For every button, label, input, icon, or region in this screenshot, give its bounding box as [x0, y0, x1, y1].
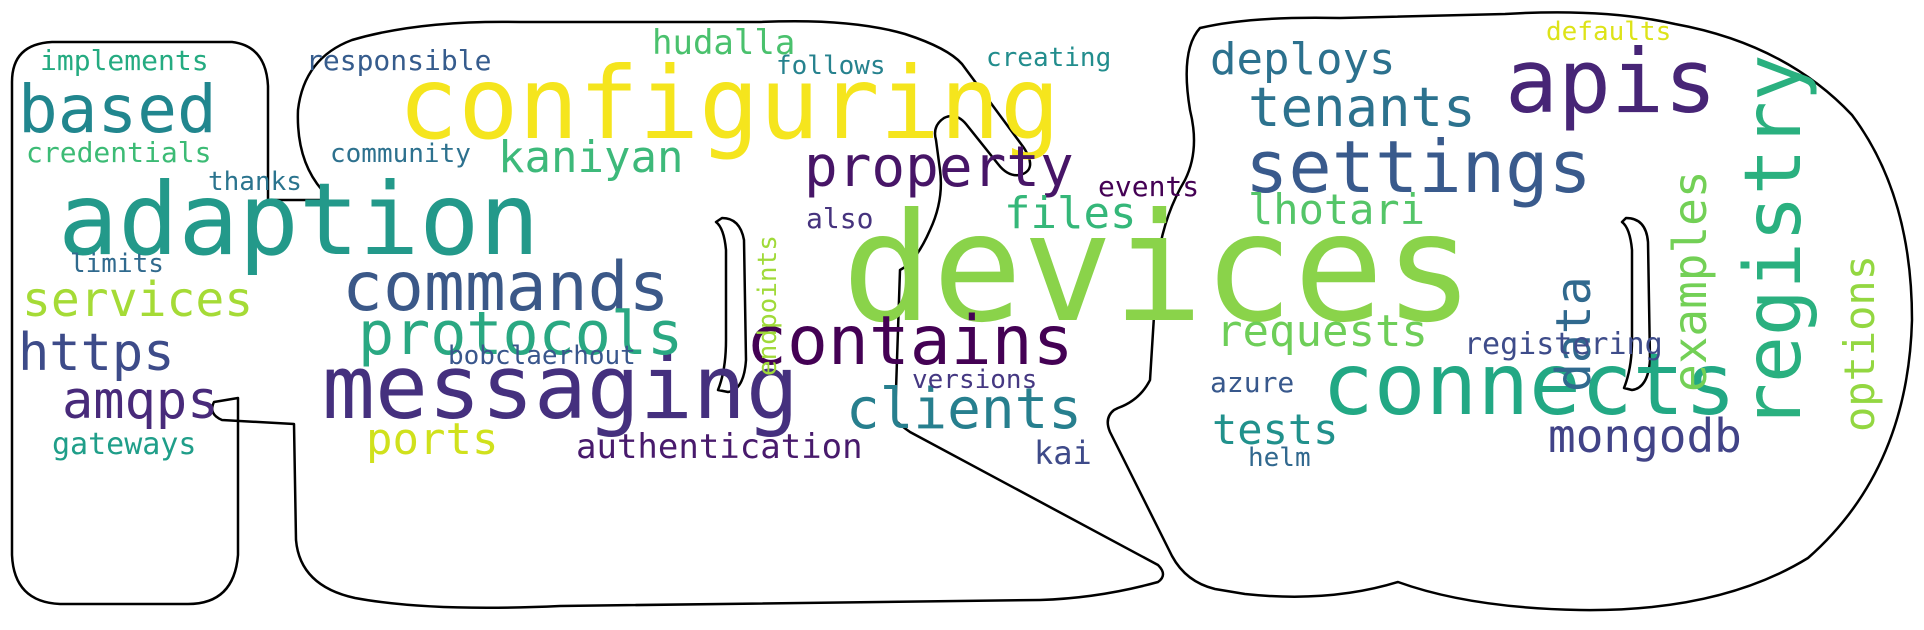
word-requests: requests	[1216, 306, 1428, 357]
word-registering: registering	[1464, 327, 1663, 362]
word-also: also	[806, 202, 873, 235]
word-versions: versions	[912, 365, 1037, 395]
word-responsible: responsible	[306, 44, 491, 77]
word-endpoints: endpoints	[753, 235, 783, 376]
word-connects: connects	[1322, 335, 1736, 435]
word-follows: follows	[776, 51, 886, 81]
word-configuring: configuring	[398, 45, 1060, 162]
word-property: property	[804, 135, 1074, 200]
word-mongodb: mongodb	[1548, 409, 1742, 463]
word-community: community	[330, 139, 471, 169]
word-options: options	[1835, 255, 1884, 432]
word-kaniyan: kaniyan	[498, 132, 683, 183]
word-protocols: protocols	[358, 299, 683, 369]
word-data: data	[1546, 276, 1602, 392]
word-commands: commands	[342, 248, 670, 327]
outline-left-letter	[10, 19, 1165, 610]
word-contains: contains	[746, 302, 1074, 381]
outline-inner-bracket-right	[1620, 216, 1652, 392]
word-tenants: tenants	[1248, 76, 1476, 139]
outline-inner-bracket-left	[714, 216, 748, 394]
word-events: events	[1098, 170, 1199, 203]
word-limits: limits	[70, 249, 164, 279]
word-azure: azure	[1210, 366, 1294, 399]
word-files: files	[1004, 188, 1136, 239]
word-kai: kai	[1034, 434, 1092, 472]
word-services: services	[22, 272, 253, 328]
word-deploys: deploys	[1210, 34, 1395, 85]
outline-right-letter	[1106, 11, 1914, 612]
word-settings: settings	[1245, 125, 1592, 209]
word-defaults: defaults	[1546, 17, 1671, 47]
word-https: https	[18, 323, 175, 383]
word-based: based	[18, 71, 217, 148]
word-hudalla: hudalla	[652, 23, 795, 63]
word-examples: examples	[1663, 170, 1717, 392]
word-devices: devices	[842, 182, 1474, 356]
word-messaging: messaging	[322, 336, 799, 439]
word-credentials: credentials	[26, 136, 211, 169]
word-ports: ports	[366, 414, 498, 465]
word-clients: clients	[846, 377, 1082, 442]
word-thanks: thanks	[208, 167, 302, 197]
word-helm: helm	[1248, 443, 1311, 473]
word-lhotari: lhotari	[1248, 185, 1425, 234]
word-adaption: adaption	[58, 161, 540, 278]
word-bobclaerhout: bobclaerhout	[448, 341, 636, 371]
word-apis: apis	[1505, 30, 1717, 133]
word-registry: registry	[1729, 54, 1819, 430]
word-authentication: authentication	[576, 427, 863, 467]
word-creating: creating	[986, 43, 1111, 73]
word-amqps: amqps	[62, 371, 219, 431]
word-gateways: gateways	[52, 427, 197, 462]
word-tests: tests	[1212, 405, 1338, 454]
word-implements: implements	[40, 44, 209, 77]
